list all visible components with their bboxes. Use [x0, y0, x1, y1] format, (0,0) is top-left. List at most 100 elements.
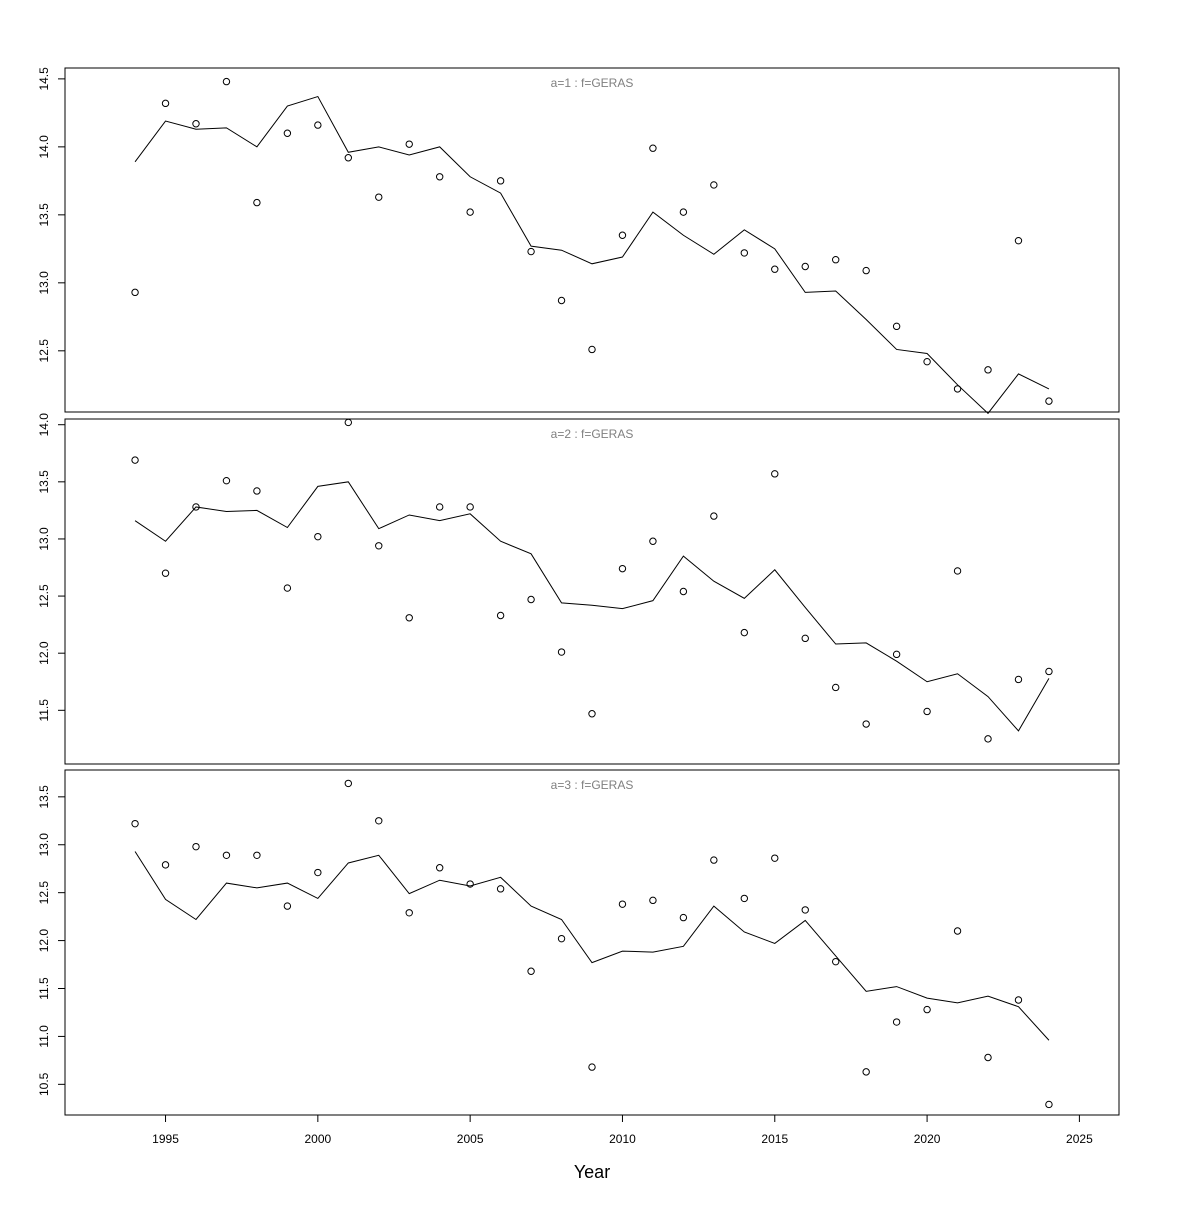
- observed-point: [222, 476, 231, 485]
- observed-point: [740, 249, 749, 257]
- panel-title: a=2 : f=GERAS: [551, 427, 634, 441]
- observed-point: [314, 532, 322, 541]
- observed-point: [253, 487, 261, 495]
- observed-point: [984, 1053, 992, 1062]
- observed-point: [862, 720, 870, 728]
- observed-point: [527, 967, 535, 975]
- y-tick-label: 11.5: [37, 699, 51, 722]
- observed-point: [222, 851, 231, 859]
- observed-point: [496, 885, 505, 893]
- observed-point: [1014, 236, 1023, 245]
- observed-point: [771, 265, 779, 273]
- observed-point: [923, 1005, 931, 1014]
- observed-point: [679, 913, 688, 922]
- panel-2: a=2 : f=GERAS 11.5 12.0 12.5 13.0 13.5 14.0: [37, 413, 1120, 765]
- observed-point: [984, 735, 992, 743]
- observed-point: [892, 1018, 901, 1026]
- observed-point: [466, 880, 474, 888]
- observed-point: [588, 345, 596, 354]
- observed-point: [953, 567, 962, 575]
- observed-point: [588, 1063, 596, 1071]
- observed-point: [862, 266, 870, 275]
- observed-point: [649, 144, 657, 152]
- observed-point: [283, 902, 292, 910]
- observed-point: [649, 896, 657, 905]
- observed-point: [253, 851, 261, 859]
- y-tick-label: 12.5: [37, 339, 51, 363]
- observed-point: [618, 231, 627, 239]
- panel-title: a=1 : f=GERAS: [551, 76, 634, 90]
- x-tick-label: 2015: [761, 1132, 788, 1146]
- observed-point: [557, 934, 566, 943]
- observed-point: [984, 366, 992, 374]
- fitted-series-line: [134, 481, 1050, 732]
- y-tick-label: 12.0: [37, 641, 51, 665]
- panel-frame: [64, 418, 1120, 765]
- observed-point: [923, 707, 931, 716]
- observed-point: [192, 503, 200, 511]
- observed-point: [832, 256, 840, 264]
- fitted-series-line: [134, 851, 1050, 1041]
- observed-point: [161, 861, 170, 869]
- panel-3: a=3 : f=GERAS 10.5 11.0 11.5 12.0 12.5 13.0 13.…: [37, 769, 1120, 1116]
- observed-point: [435, 503, 444, 511]
- observed-point: [131, 456, 139, 464]
- observed-point: [618, 900, 627, 908]
- y-tick-label: 13.5: [37, 785, 51, 809]
- x-tick-label: 2020: [914, 1132, 941, 1146]
- observed-point: [375, 817, 383, 825]
- observed-point: [344, 154, 352, 162]
- observed-point: [527, 595, 535, 604]
- observed-point: [1045, 1100, 1053, 1109]
- observed-point: [466, 503, 474, 511]
- y-tick-label: 13.0: [37, 271, 51, 295]
- panel-frame: [64, 769, 1120, 1116]
- y-tick-label: 13.0: [37, 527, 51, 551]
- y-tick-label: 12.5: [37, 881, 51, 905]
- observed-point: [435, 173, 444, 181]
- observed-point: [192, 120, 200, 128]
- observed-point: [344, 418, 352, 427]
- panel-title: a=3 : f=GERAS: [551, 778, 634, 792]
- fitted-series-line: [134, 95, 1050, 415]
- panel-frame: [64, 67, 1120, 413]
- observed-point: [161, 569, 170, 577]
- y-tick-label: 12.5: [37, 584, 51, 608]
- observed-point: [375, 542, 383, 550]
- observed-point: [801, 262, 809, 271]
- observed-point: [405, 909, 413, 917]
- x-axis: 1995 2000 2005 2010 2015 2020 2025 Year: [152, 1114, 1093, 1182]
- observed-point: [679, 587, 688, 596]
- observed-point: [496, 177, 505, 185]
- x-tick-label: 2000: [304, 1132, 331, 1146]
- observed-point: [832, 957, 840, 966]
- observed-point: [344, 779, 352, 788]
- y-tick-label: 12.0: [37, 929, 51, 953]
- observed-point: [923, 357, 931, 366]
- y-tick-label: 14.5: [37, 67, 51, 91]
- y-tick-label: 14.0: [37, 135, 51, 159]
- observed-point: [405, 614, 413, 622]
- observed-point: [953, 927, 962, 935]
- observed-point: [801, 906, 809, 914]
- observed-point: [710, 856, 718, 864]
- observed-point: [192, 842, 200, 851]
- observed-point: [771, 470, 779, 478]
- observed-point: [771, 854, 779, 862]
- observed-point: [375, 193, 383, 201]
- observed-point: [892, 322, 901, 331]
- y-tick-label: 13.0: [37, 833, 51, 857]
- observed-point: [466, 208, 474, 216]
- observed-point: [405, 140, 413, 148]
- observed-point: [283, 129, 292, 137]
- x-tick-label: 2010: [609, 1132, 636, 1146]
- y-tick-label: 14.0: [37, 413, 51, 437]
- y-tick-label: 11.5: [37, 977, 51, 1000]
- observed-point: [131, 819, 139, 828]
- observed-point: [222, 77, 231, 86]
- observed-point: [892, 650, 901, 659]
- y-tick-label: 10.5: [37, 1072, 51, 1096]
- observed-point: [253, 198, 261, 207]
